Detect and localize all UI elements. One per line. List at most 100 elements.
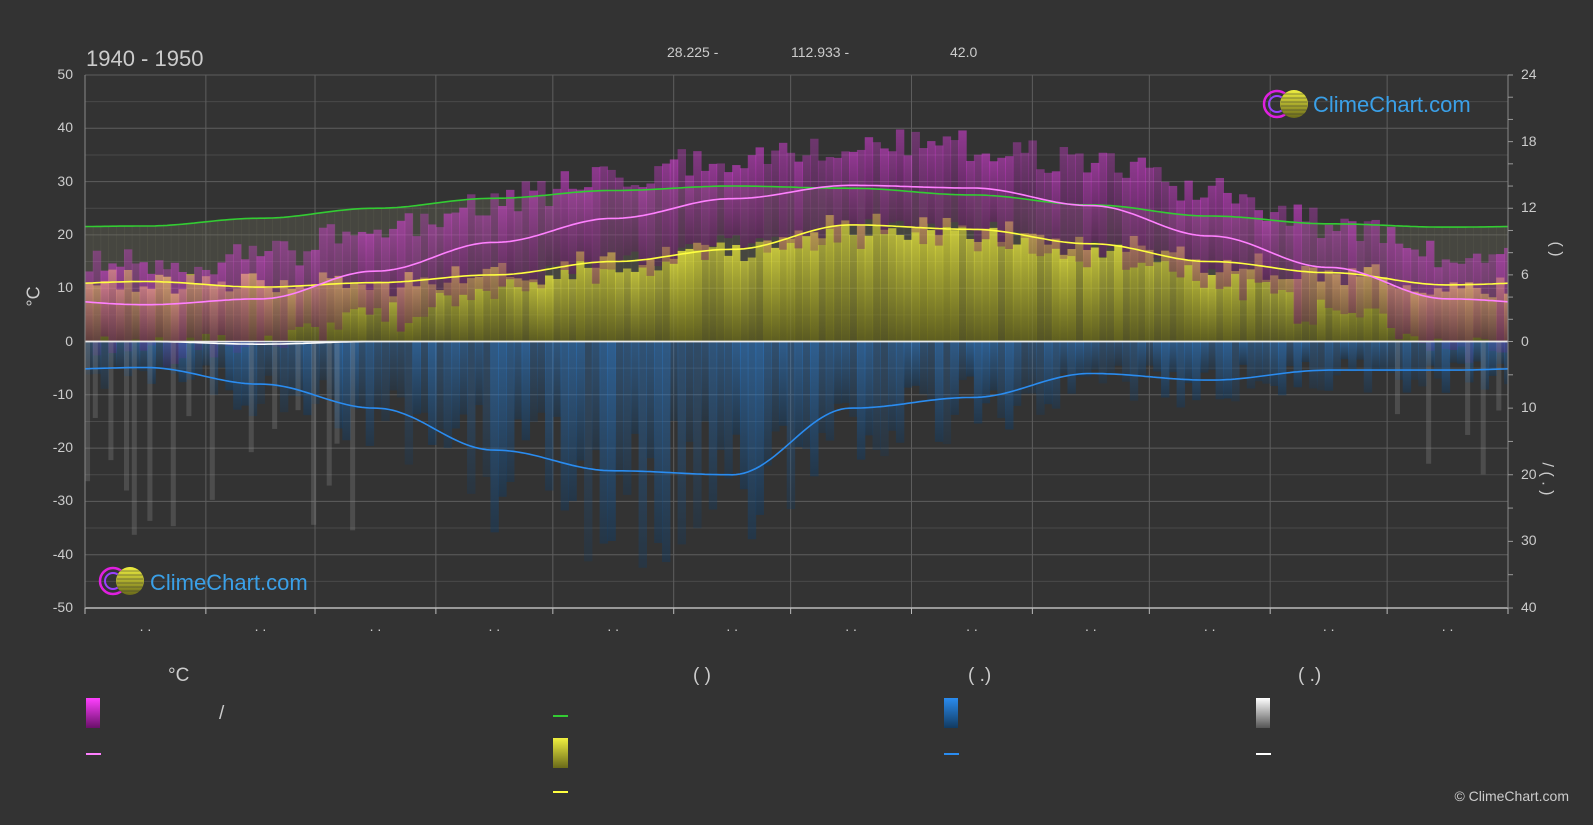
- temp-range-bar: [459, 207, 468, 295]
- sunshine-bar: [459, 283, 468, 342]
- y-tick-label: 30: [57, 172, 73, 189]
- legend-graphics: [86, 698, 1271, 793]
- sunshine-bar: [607, 252, 616, 342]
- temp-range-bar: [1145, 167, 1154, 266]
- right-tick-label: 12: [1521, 199, 1537, 216]
- temp-range-bar: [233, 244, 242, 353]
- daylight-bar: [100, 226, 109, 281]
- temp-range-bar: [1223, 192, 1232, 287]
- precip-bar: [92, 341, 102, 374]
- precip-bar: [849, 341, 858, 417]
- precip-bar: [1192, 341, 1201, 401]
- precip-bar: [256, 341, 265, 404]
- precip-bar: [732, 341, 741, 435]
- y-tick-label: 50: [57, 66, 73, 82]
- sunshine-bar: [638, 265, 648, 342]
- sunshine-bar: [568, 279, 577, 342]
- precip-bar: [545, 341, 554, 491]
- temp-range-bar: [131, 263, 141, 340]
- precip-bar: [467, 341, 476, 494]
- temp-range-bar: [1324, 224, 1334, 308]
- precip-bar: [201, 341, 211, 366]
- temp-range-bar: [1036, 169, 1045, 257]
- temp-range-bar: [856, 149, 866, 249]
- precip-bar: [1051, 341, 1061, 409]
- precip-bar: [326, 341, 336, 399]
- precip-bar: [420, 341, 429, 413]
- snow-bar: [295, 341, 301, 411]
- precip-bar: [373, 341, 382, 407]
- daylight-bar: [1465, 227, 1474, 283]
- sunshine-bar: [747, 257, 757, 342]
- precip-bar: [1246, 341, 1256, 389]
- legend-snow-header: ( .): [1298, 665, 1322, 686]
- temp-range-bar: [217, 262, 226, 336]
- sunshine-bar: [973, 241, 983, 342]
- temp-range-bar: [412, 236, 421, 317]
- sunshine-bar: [615, 272, 624, 342]
- temp-range-bar: [958, 130, 967, 228]
- temp-range-bar: [490, 193, 499, 299]
- temp-range-bar: [1262, 221, 1271, 282]
- sunshine-bar: [1005, 221, 1014, 342]
- temp-range-bar: [872, 142, 881, 225]
- precip-bar: [560, 341, 570, 511]
- sunshine-bar: [778, 237, 788, 342]
- sunshine-bar: [833, 226, 842, 342]
- temp-range-bar: [1207, 185, 1217, 270]
- precip-bar: [233, 341, 242, 410]
- temp-range-bar: [677, 149, 686, 248]
- snow-bar: [1496, 341, 1502, 411]
- precip-bar: [1316, 341, 1326, 391]
- temp-range-bar: [646, 183, 655, 276]
- sunshine-bar: [654, 270, 663, 342]
- snow-bar: [1394, 341, 1400, 415]
- temp-range-bar: [1176, 200, 1186, 278]
- precip-bar: [287, 341, 297, 396]
- precip-bar: [927, 341, 936, 402]
- precip-bar: [685, 341, 694, 442]
- precip-bar: [1012, 341, 1022, 406]
- x-tick-label: . .: [1203, 618, 1216, 634]
- y-tick-label: 0: [65, 332, 73, 349]
- sunshine-bar: [950, 230, 959, 342]
- x-tick-label: . .: [488, 618, 501, 634]
- precip-bar: [131, 341, 141, 371]
- precip-bar: [1075, 341, 1084, 377]
- snow-bar: [131, 341, 137, 535]
- daylight-bar: [147, 226, 156, 289]
- temp-range-bar: [287, 250, 297, 330]
- sunshine-bar: [1207, 274, 1217, 342]
- precip-bar: [412, 341, 421, 415]
- precip-bar: [428, 341, 437, 445]
- precip-bar: [1449, 341, 1458, 363]
- temp-range-bar: [669, 159, 679, 264]
- precip-bar: [1433, 341, 1443, 379]
- sunshine-bar: [1238, 268, 1248, 342]
- temp-range-bar: [895, 129, 905, 221]
- temp-range-bar: [786, 152, 796, 243]
- precip-bar: [147, 341, 156, 384]
- temp-range-bar: [576, 189, 585, 262]
- temp-range-bar: [139, 262, 148, 351]
- precip-bar: [623, 341, 632, 495]
- temp-range-bar: [973, 154, 983, 252]
- daylight-bar: [131, 226, 141, 292]
- precip-bar: [1270, 341, 1279, 386]
- right-axis-label-top: ( ): [1547, 241, 1565, 257]
- precip-bar: [888, 341, 897, 431]
- temp-range-bar: [186, 275, 195, 338]
- temp-range-bar: [638, 187, 648, 268]
- precip-bar: [669, 341, 679, 421]
- precip-bar: [1355, 341, 1365, 360]
- sunshine-bar: [1044, 244, 1053, 342]
- precip-bar: [919, 341, 928, 395]
- temp-range-bar: [794, 161, 803, 249]
- snow-bar: [248, 341, 254, 453]
- sunshine-bar: [755, 241, 764, 342]
- precip-bar: [1285, 341, 1295, 367]
- coord-latitude: 28.225 -: [667, 44, 719, 60]
- sunshine-bar: [1153, 262, 1162, 342]
- precip-bar: [1059, 341, 1069, 374]
- sunshine-bar: [357, 284, 367, 342]
